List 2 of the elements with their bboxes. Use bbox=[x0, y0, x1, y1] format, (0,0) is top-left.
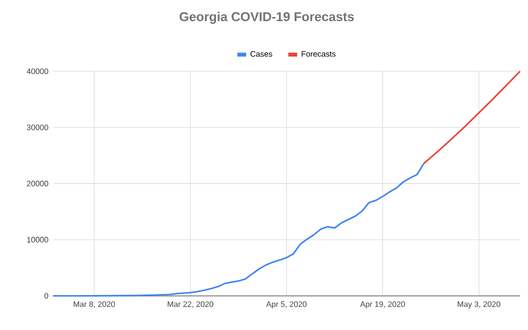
chart-title: Georgia COVID-19 Forecasts bbox=[180, 12, 354, 24]
line-series bbox=[423, 70, 521, 164]
